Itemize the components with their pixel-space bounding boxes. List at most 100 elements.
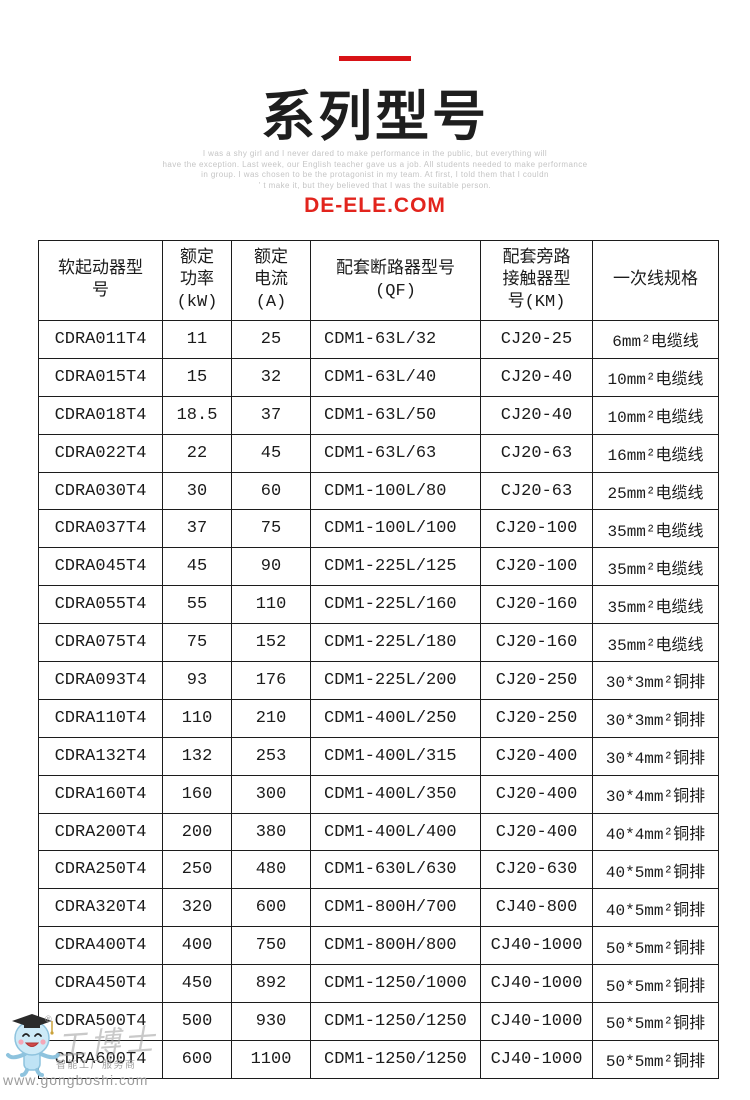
table-cell: 6mm²电缆线: [592, 320, 719, 359]
table-cell: CJ20-40: [480, 395, 593, 435]
table-cell: CDM1-400L/400: [310, 812, 481, 852]
table-cell: CJ20-160: [480, 585, 593, 625]
table-cell: CJ20-100: [480, 509, 593, 549]
table-cell: CDRA075T4: [38, 623, 163, 663]
table-cell: 152: [231, 623, 311, 663]
table-cell: CDM1-225L/180: [310, 623, 481, 663]
column-header: 配套断路器型号 (QF): [310, 240, 481, 321]
table-row: CDRA110T4 110 210 CDM1-400L/250 CJ20-250 30*3…: [38, 698, 719, 738]
table-row: CDRA250T4 250 480 CDM1-630L/630 CJ20-630 40*5…: [38, 850, 719, 890]
table-cell: 50*5mm²铜排: [592, 1002, 719, 1041]
table-cell: CDM1-63L/50: [310, 395, 481, 435]
table-cell: CDRA132T4: [38, 736, 163, 776]
table-cell: 75: [162, 623, 232, 663]
table-cell: 132: [162, 736, 232, 776]
table-cell: CDM1-100L/100: [310, 509, 481, 549]
table-row: CDRA037T4 37 75 CDM1-100L/100 CJ20-100 35mm²电…: [38, 509, 719, 549]
table-cell: CDM1-1250/1250: [310, 1002, 481, 1041]
table-cell: 600: [162, 1039, 232, 1079]
table-cell: 110: [231, 585, 311, 625]
ghost-filler-text: I was a shy girl and I never dared to ma…: [55, 149, 695, 191]
table-cell: 90: [231, 547, 311, 587]
table-cell: 93: [162, 661, 232, 700]
table-cell: 250: [162, 850, 232, 890]
table-cell: 35mm²电缆线: [592, 585, 719, 625]
table-cell: CJ20-25: [480, 320, 593, 359]
table-cell: 35mm²电缆线: [592, 547, 719, 587]
table-row: CDRA132T4 132 253 CDM1-400L/315 CJ20-400 30*4…: [38, 736, 719, 776]
table-cell: 55: [162, 585, 232, 625]
gongboshi-tagline: 智能工厂服务商: [56, 1060, 137, 1071]
table-cell: CDRA500T4: [38, 1002, 163, 1041]
table-header-row: 软起动器型 号额定 功率 (kW) 额定 电流 (A) 配套断路器型号 (QF) 配套…: [38, 240, 719, 321]
gongboshi-url: www.gongboshi.com: [3, 1072, 149, 1088]
gongboshi-mascot-logo-icon: [6, 1014, 60, 1077]
table-row: CDRA018T4 18.5 37 CDM1-63L/50 CJ20-40 10mm²电缆…: [38, 395, 719, 435]
table-cell: CJ20-63: [480, 471, 593, 511]
table-cell: CDRA450T4: [38, 964, 163, 1004]
table-row: CDRA600T4 600 1100 CDM1-1250/1250 CJ40-1000 5…: [38, 1039, 719, 1079]
table-cell: CDM1-225L/125: [310, 547, 481, 587]
table-cell: 16mm²电缆线: [592, 433, 719, 473]
model-spec-table: 软起动器型 号额定 功率 (kW) 额定 电流 (A) 配套断路器型号 (QF) 配套…: [38, 240, 719, 1079]
table-row: CDRA320T4 320 600 CDM1-800H/700 CJ40-800 40*5…: [38, 888, 719, 928]
title-accent-line: [339, 56, 411, 61]
table-cell: 1100: [231, 1039, 311, 1079]
table-cell: CDM1-63L/63: [310, 433, 481, 473]
table-cell: 60: [231, 471, 311, 511]
page-title: 系列型号: [261, 87, 489, 147]
table-cell: 25mm²电缆线: [592, 471, 719, 511]
ghost-line: ' t make it, but they believed that I wa…: [258, 180, 492, 190]
table-cell: 200: [162, 812, 232, 852]
table-row: CDRA030T4 30 60 CDM1-100L/80 CJ20-63 25mm²电缆线: [38, 471, 719, 511]
table-row: CDRA450T4 450 892 CDM1-1250/1000 CJ40-1000 50…: [38, 964, 719, 1004]
table-row: CDRA075T4 75 152 CDM1-225L/180 CJ20-160 35mm²…: [38, 623, 719, 663]
table-cell: 15: [162, 357, 232, 397]
table-cell: CDM1-400L/250: [310, 698, 481, 738]
table-cell: CDM1-100L/80: [310, 471, 481, 511]
table-cell: 30: [162, 471, 232, 511]
table-cell: 30*4mm²铜排: [592, 774, 719, 814]
table-cell: 930: [231, 1002, 311, 1041]
table-cell: 210: [231, 698, 311, 738]
table-cell: 50*5mm²铜排: [592, 964, 719, 1004]
table-cell: CDRA022T4: [38, 433, 163, 473]
table-cell: 300: [231, 774, 311, 814]
table-cell: 35mm²电缆线: [592, 509, 719, 549]
table-cell: 176: [231, 661, 311, 700]
table-cell: 37: [231, 395, 311, 435]
table-cell: CJ20-160: [480, 623, 593, 663]
table-cell: CDRA030T4: [38, 471, 163, 511]
table-cell: CJ20-250: [480, 661, 593, 700]
registered-trademark-symbol: ®: [45, 1014, 52, 1024]
brand-text: DE-ELE.COM: [304, 194, 446, 217]
table-cell: 45: [162, 547, 232, 587]
table-cell: CJ20-63: [480, 433, 593, 473]
table-row: CDRA015T4 15 32 CDM1-63L/40 CJ20-40 10mm²电缆线: [38, 357, 719, 397]
table-cell: CJ20-40: [480, 357, 593, 397]
table-cell: CDRA093T4: [38, 661, 163, 700]
table-cell: 30*4mm²铜排: [592, 736, 719, 776]
table-cell: 10mm²电缆线: [592, 395, 719, 435]
table-cell: CDRA160T4: [38, 774, 163, 814]
table-cell: 25: [231, 320, 311, 359]
table-row: CDRA022T4 22 45 CDM1-63L/63 CJ20-63 16mm²电缆线: [38, 433, 719, 473]
table-cell: 40*4mm²铜排: [592, 812, 719, 852]
table-cell: 45: [231, 433, 311, 473]
table-cell: 11: [162, 320, 232, 359]
table-cell: CDM1-225L/160: [310, 585, 481, 625]
table-cell: 32: [231, 357, 311, 397]
table-cell: 750: [231, 926, 311, 966]
table-cell: CDM1-63L/40: [310, 357, 481, 397]
table-cell: 110: [162, 698, 232, 738]
table-cell: CJ40-1000: [480, 1039, 593, 1079]
table-cell: CDRA400T4: [38, 926, 163, 966]
table-cell: CDM1-1250/1000: [310, 964, 481, 1004]
table-cell: 320: [162, 888, 232, 928]
table-cell: 400: [162, 926, 232, 966]
table-row: CDRA400T4 400 750 CDM1-800H/800 CJ40-1000 50*…: [38, 926, 719, 966]
table-cell: 500: [162, 1002, 232, 1041]
table-cell: 22: [162, 433, 232, 473]
table-cell: 75: [231, 509, 311, 549]
table-cell: 18.5: [162, 395, 232, 435]
